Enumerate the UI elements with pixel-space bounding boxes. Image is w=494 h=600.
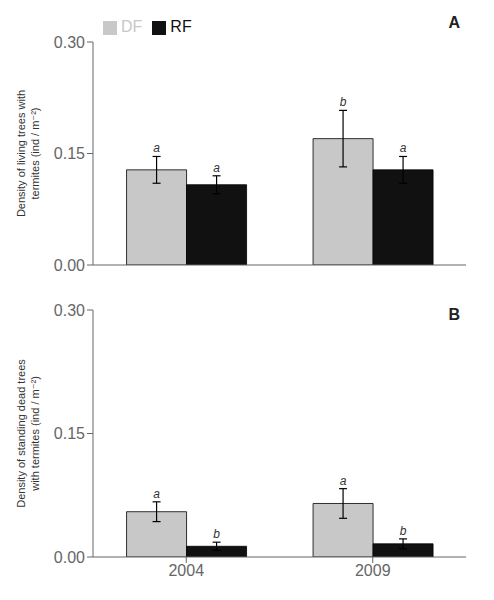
svg-text:b: b: [213, 527, 220, 541]
html-text:A: A: [448, 14, 460, 31]
svg-text:0.30: 0.30: [54, 34, 85, 51]
svg-text:0.15: 0.15: [54, 425, 85, 442]
svg-text:a: a: [340, 474, 347, 488]
svg-text:a: a: [153, 487, 160, 501]
svg-text:Density of standing dead trees: Density of standing dead treeswith termi…: [15, 359, 41, 508]
svg-text:b: b: [400, 524, 407, 538]
svg-text:0.15: 0.15: [54, 145, 85, 162]
svg-text:2009: 2009: [355, 562, 391, 579]
html-text:RF: RF: [170, 18, 192, 35]
html-text:DF: DF: [121, 18, 143, 35]
svg-text:Density of living trees withte: Density of living trees withtermites (in…: [15, 90, 41, 217]
svg-text:0.00: 0.00: [54, 257, 85, 274]
svg-text:2004: 2004: [168, 562, 204, 579]
svg-text:0.30: 0.30: [54, 302, 85, 319]
svg-text:a: a: [400, 141, 407, 155]
svg-text:0.00: 0.00: [54, 549, 85, 566]
svg-text:a: a: [213, 161, 220, 175]
html-text:B: B: [448, 306, 460, 323]
svg-text:b: b: [340, 95, 347, 109]
svg-text:a: a: [153, 141, 160, 155]
